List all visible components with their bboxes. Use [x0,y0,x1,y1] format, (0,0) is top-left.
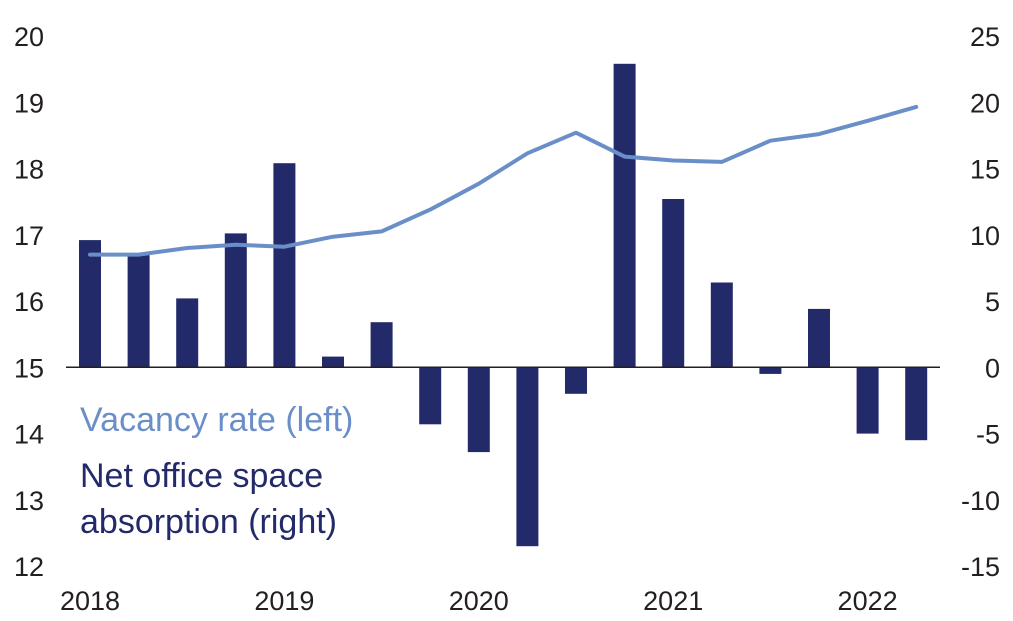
x-tick-label: 2021 [643,586,703,616]
left-tick-label: 13 [14,486,44,516]
left-axis-ticks: 20 19 18 17 16 15 14 13 12 [14,22,44,582]
right-axis-ticks: 25 20 15 10 5 0 -5 -10 -15 [961,22,1000,582]
left-tick-label: 14 [14,420,44,450]
absorption-bar-1 [127,254,150,368]
absorption-bar-12 [662,199,685,368]
left-tick-label: 17 [14,221,44,251]
x-axis-ticks: 2018 2019 2020 2021 2022 [60,586,898,616]
absorption-bar-0 [79,240,101,368]
absorption-bar-6 [370,322,393,368]
absorption-bars [79,63,928,547]
right-tick-label: 25 [970,22,1000,52]
absorption-bar-3 [224,233,247,368]
absorption-bar-14 [759,367,782,374]
absorption-bar-13 [710,282,733,368]
left-tick-label: 20 [14,22,44,52]
right-tick-label: 0 [985,353,1000,383]
absorption-bar-9 [516,367,539,547]
absorption-bar-2 [176,298,199,368]
legend-net-absorption-line-1: Net office space [80,457,323,495]
legend-net-absorption-line-2: absorption (right) [80,503,337,541]
absorption-bar-11 [613,63,636,368]
x-tick-label: 2020 [449,586,509,616]
absorption-bar-17 [905,367,928,441]
legend-net-absorption: Net office space absorption (right) [80,457,337,541]
absorption-bar-15 [808,308,830,368]
absorption-bar-7 [419,367,442,425]
left-tick-label: 15 [14,353,44,383]
left-tick-label: 19 [14,88,44,118]
x-tick-label: 2019 [254,586,314,616]
right-tick-label: -10 [961,486,1000,516]
absorption-bar-10 [565,367,587,394]
absorption-bar-4 [273,163,296,368]
right-tick-label: 10 [970,221,1000,251]
left-tick-label: 12 [14,552,44,582]
legend-vacancy-rate: Vacancy rate (left) [80,401,353,439]
absorption-bar-5 [322,356,344,368]
absorption-bar-16 [856,367,879,434]
x-tick-label: 2022 [838,586,898,616]
right-tick-label: -15 [961,552,1000,582]
absorption-bar-8 [467,367,490,453]
right-tick-label: -5 [976,420,1000,450]
left-tick-label: 16 [14,287,44,317]
right-tick-label: 20 [970,88,1000,118]
right-tick-label: 15 [970,155,1000,185]
right-tick-label: 5 [985,287,1000,317]
x-tick-label: 2018 [60,586,120,616]
vacancy-rate-line [88,104,919,257]
left-tick-label: 18 [14,155,44,185]
